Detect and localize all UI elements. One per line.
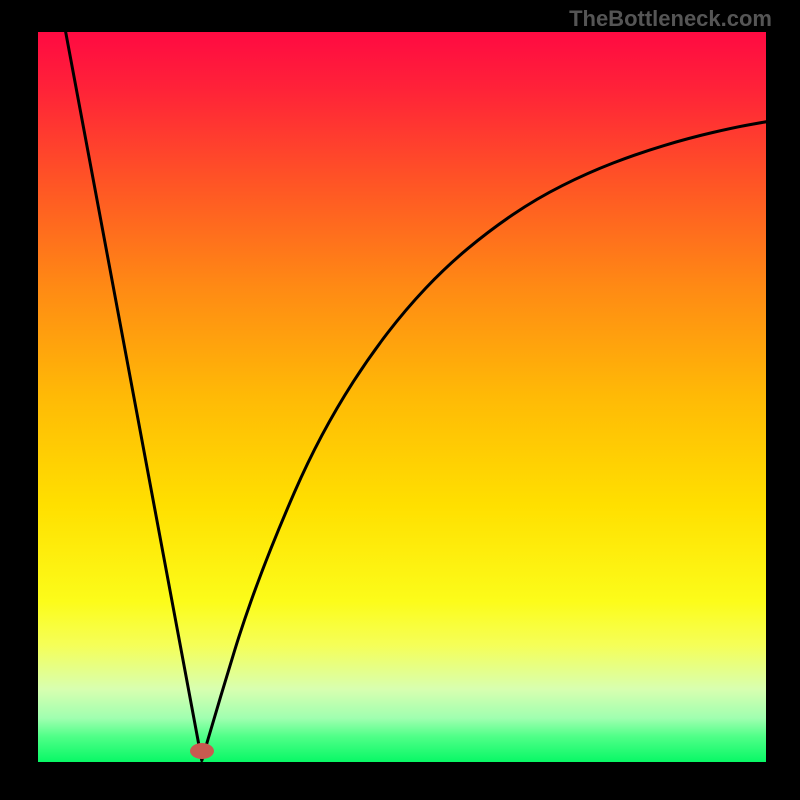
bottleneck-chart: TheBottleneck.com [0,0,800,800]
optimal-point-marker [190,743,214,759]
bottleneck-curve [38,32,766,762]
plot-area [38,32,766,762]
watermark-text: TheBottleneck.com [569,6,772,32]
watermark-label: TheBottleneck.com [569,6,772,31]
